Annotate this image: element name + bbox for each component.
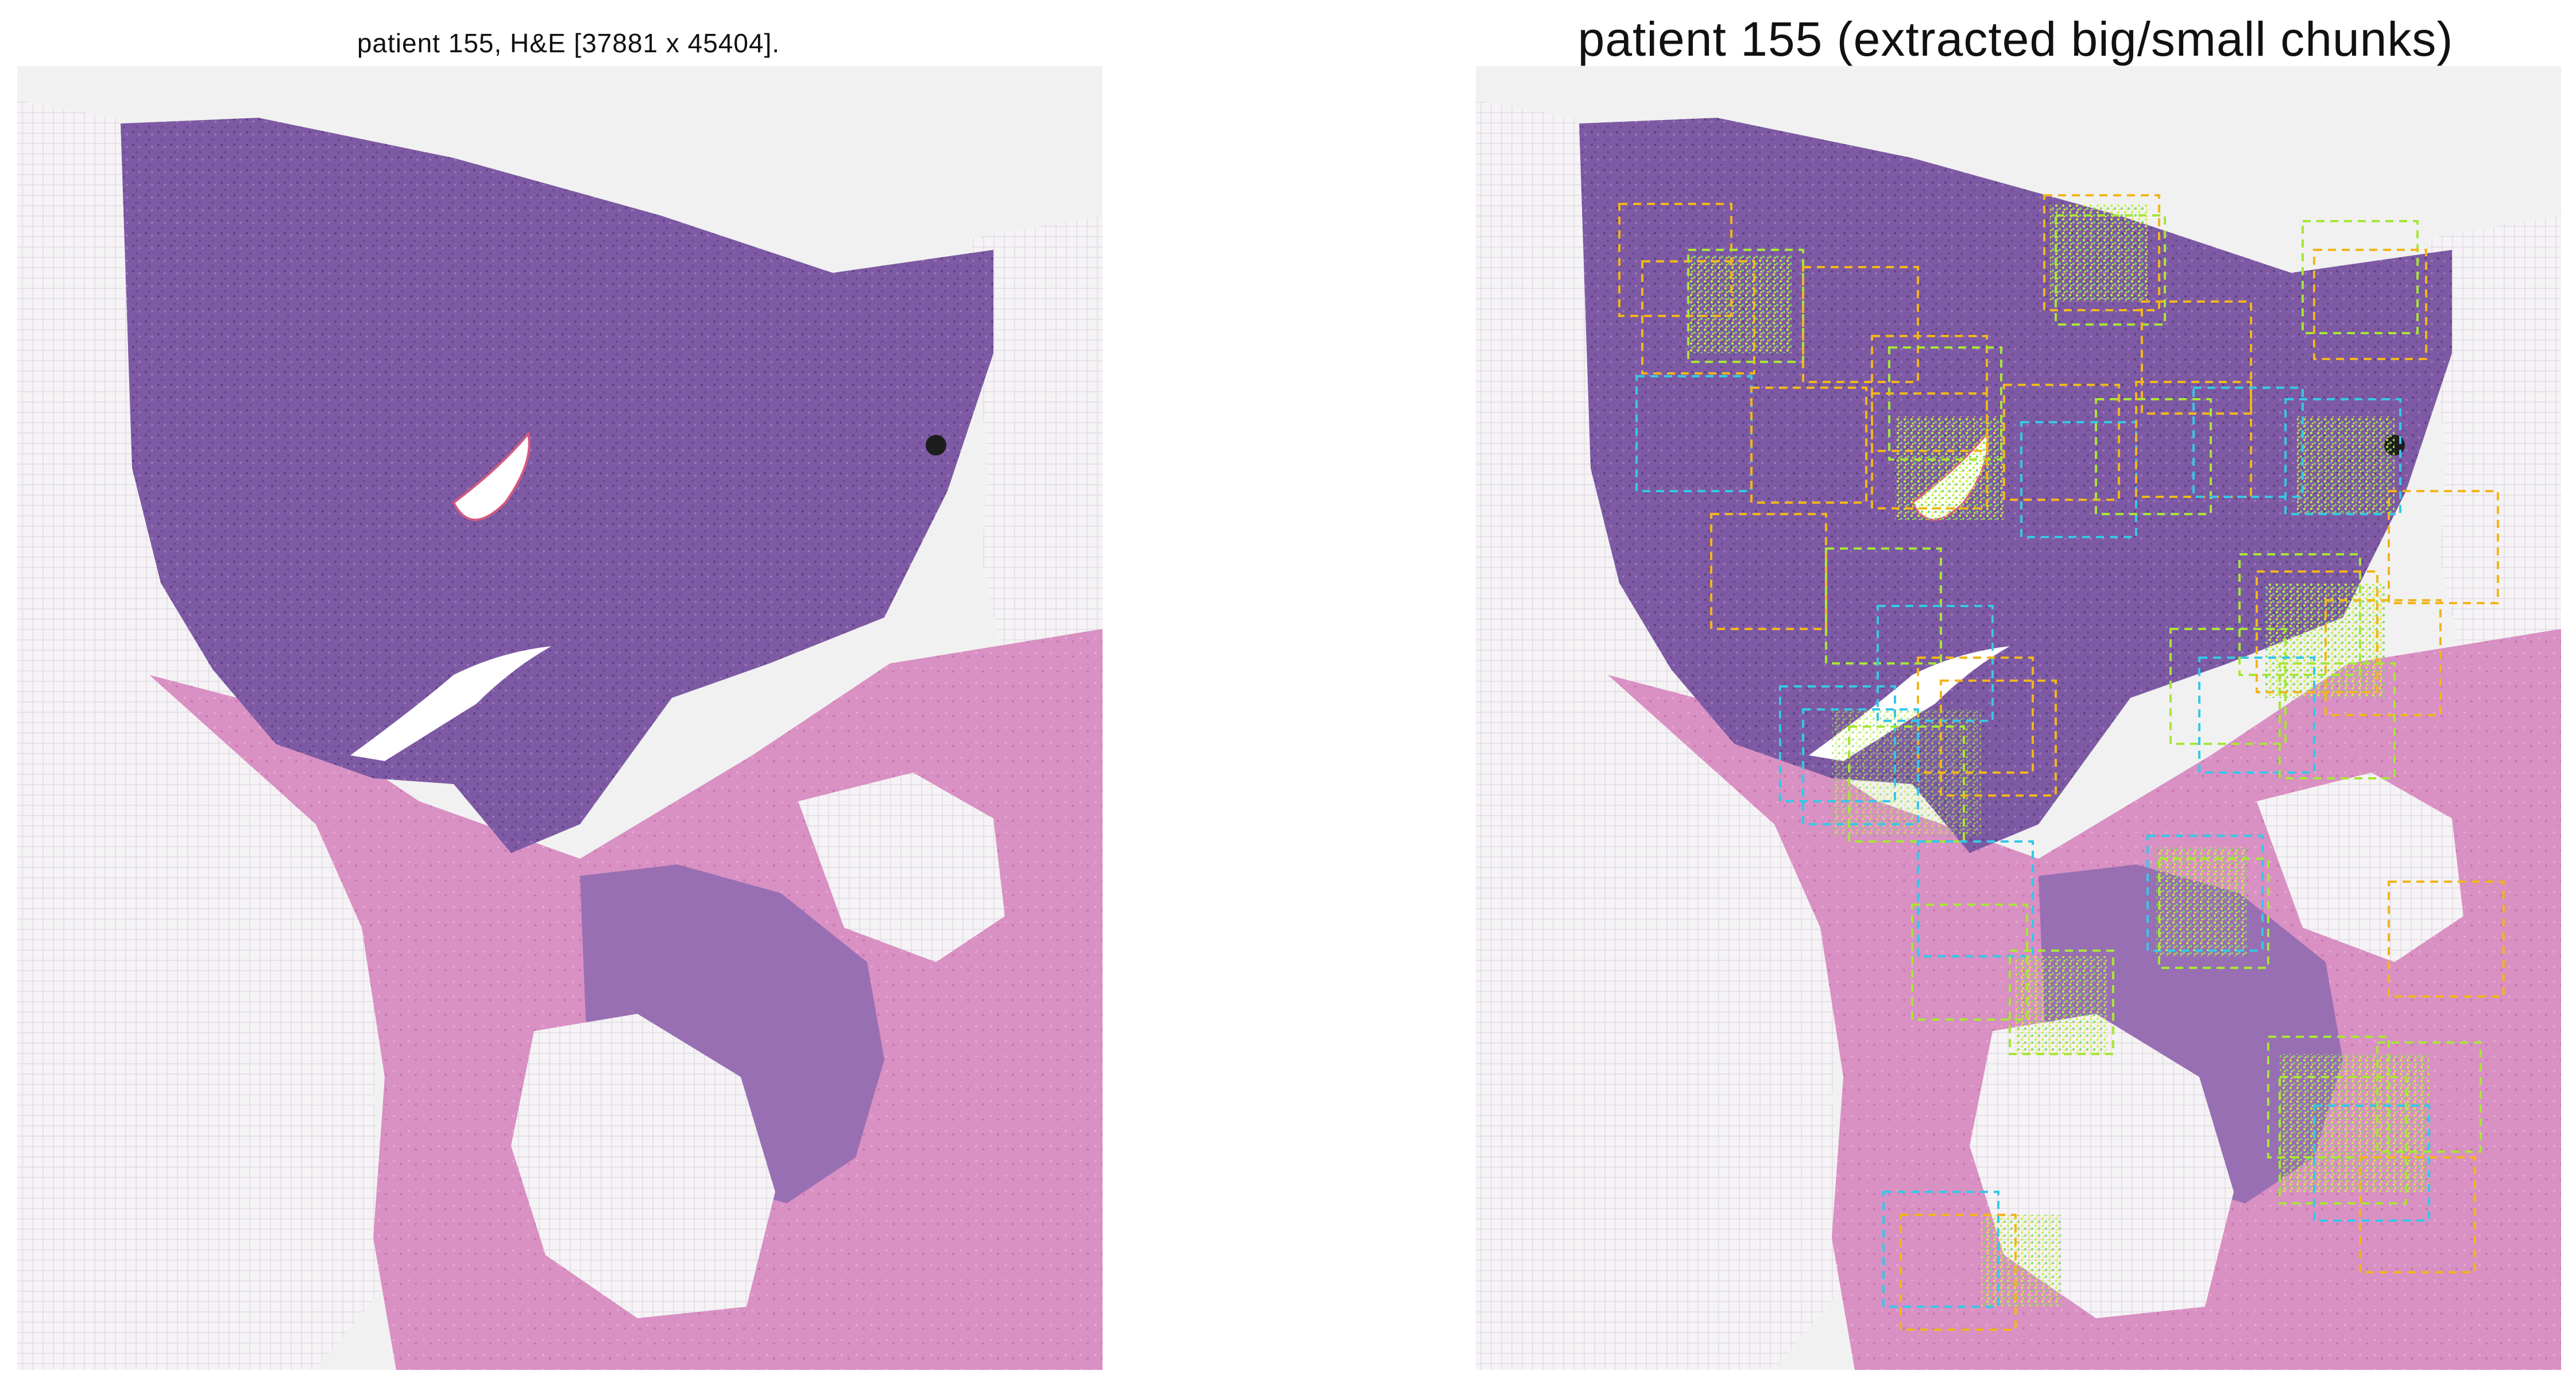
right-purple-tissue (1579, 118, 2452, 853)
chunk-box (1710, 513, 1827, 630)
chunk-box (2359, 1156, 2476, 1273)
dense-cluster-1 (1688, 256, 1792, 353)
right-fat-region-left (1476, 101, 1855, 1370)
chunk-box (2313, 249, 2427, 360)
dense-cluster-7 (2016, 956, 2107, 1054)
chunk-box (2095, 398, 2212, 515)
chunk-box (2284, 398, 2401, 515)
left-fat-region-left (17, 101, 396, 1370)
chunk-box (1802, 708, 1919, 825)
left-purple-tissue (121, 118, 993, 853)
chunk-box (1750, 387, 1867, 504)
chunk-box (1877, 605, 1994, 722)
right-panel-title: patient 155 (extracted big/small chunks) (1577, 12, 2454, 66)
chunk-box (1882, 1191, 1999, 1308)
chunk-box (2279, 1076, 2407, 1204)
dense-cluster-4 (2297, 416, 2395, 514)
left-vessel-lumen (452, 431, 531, 521)
chunk-box (2267, 1036, 2390, 1159)
chunk-box (2313, 1105, 2430, 1222)
chunk-box (2009, 949, 2114, 1055)
chunk-box (2169, 628, 2287, 745)
dense-cluster-9 (1981, 1215, 2061, 1307)
chunk-box (1641, 260, 1755, 375)
right-fat-island-right (2257, 773, 2463, 962)
chunk-box (2376, 1041, 2482, 1153)
chunk-box (1911, 904, 2028, 1021)
chunk-box (2324, 599, 2442, 716)
chunk-box (2238, 553, 2361, 676)
left-fat-island-lower (511, 1014, 775, 1318)
left-tissue-crack (350, 646, 551, 761)
chunk-box (2302, 220, 2419, 334)
chunk-box (1779, 685, 1896, 802)
left-slide-image (17, 66, 1103, 1370)
chunk-box (2388, 490, 2499, 604)
chunk-boxes (1618, 194, 2505, 1331)
chunk-box (2043, 194, 2160, 311)
chunk-box (2198, 657, 2315, 774)
left-panel-title: patient 155, H&E [37881 x 45404]. (357, 28, 780, 58)
chunk-box (2256, 570, 2378, 693)
chunk-box (1917, 840, 2034, 958)
chunk-box (2388, 881, 2505, 998)
chunk-box (1848, 725, 1965, 843)
chunk-box (1888, 346, 2002, 461)
right-fat-region-right (2429, 215, 2561, 755)
right-slide-svg (1476, 66, 2561, 1370)
left-slide-svg (17, 66, 1103, 1370)
chunk-box (2003, 384, 2120, 501)
chunk-box (2146, 835, 2264, 952)
chunk-box (2141, 300, 2252, 415)
chunk-box (1900, 1214, 2017, 1331)
chunk-box (1917, 657, 2034, 774)
chunk-box (2135, 381, 2252, 498)
chunk-box (1940, 680, 2057, 797)
chunk-box (1802, 266, 1919, 383)
chunk-box (2279, 662, 2396, 779)
chunk-box (1618, 203, 1732, 317)
left-ink-dot (926, 435, 946, 455)
chunk-box (1871, 392, 1988, 509)
dense-cluster-6 (2156, 847, 2248, 956)
dense-cluster-2 (2050, 204, 2148, 302)
left-fat-island-right (798, 773, 1005, 962)
right-slide-image (1476, 66, 2561, 1370)
left-fat-region-right (970, 215, 1103, 755)
